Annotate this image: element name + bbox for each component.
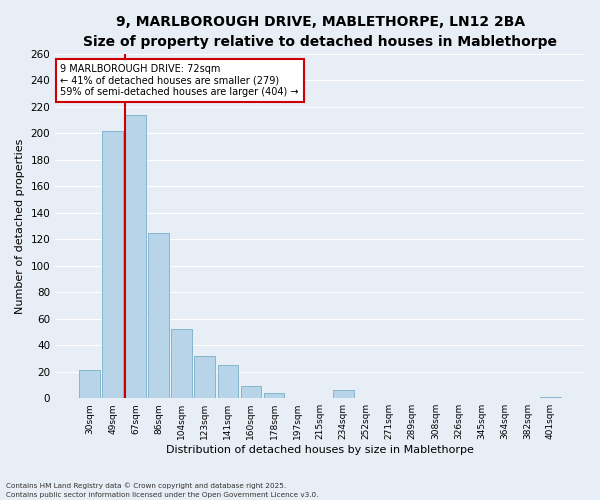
Bar <box>218 365 238 398</box>
Y-axis label: Number of detached properties: Number of detached properties <box>15 138 25 314</box>
Bar <box>102 130 123 398</box>
Text: Contains HM Land Registry data © Crown copyright and database right 2025.: Contains HM Land Registry data © Crown c… <box>6 482 286 489</box>
Bar <box>333 390 353 398</box>
Bar <box>263 393 284 398</box>
Bar <box>79 370 100 398</box>
Bar <box>125 115 146 398</box>
Bar <box>241 386 262 398</box>
Bar <box>540 397 561 398</box>
Bar <box>172 330 192 398</box>
Bar <box>148 232 169 398</box>
Title: 9, MARLBOROUGH DRIVE, MABLETHORPE, LN12 2BA
Size of property relative to detache: 9, MARLBOROUGH DRIVE, MABLETHORPE, LN12 … <box>83 15 557 48</box>
Bar <box>194 356 215 398</box>
Text: Contains public sector information licensed under the Open Government Licence v3: Contains public sector information licen… <box>6 492 319 498</box>
X-axis label: Distribution of detached houses by size in Mablethorpe: Distribution of detached houses by size … <box>166 445 474 455</box>
Text: 9 MARLBOROUGH DRIVE: 72sqm
← 41% of detached houses are smaller (279)
59% of sem: 9 MARLBOROUGH DRIVE: 72sqm ← 41% of deta… <box>61 64 299 98</box>
